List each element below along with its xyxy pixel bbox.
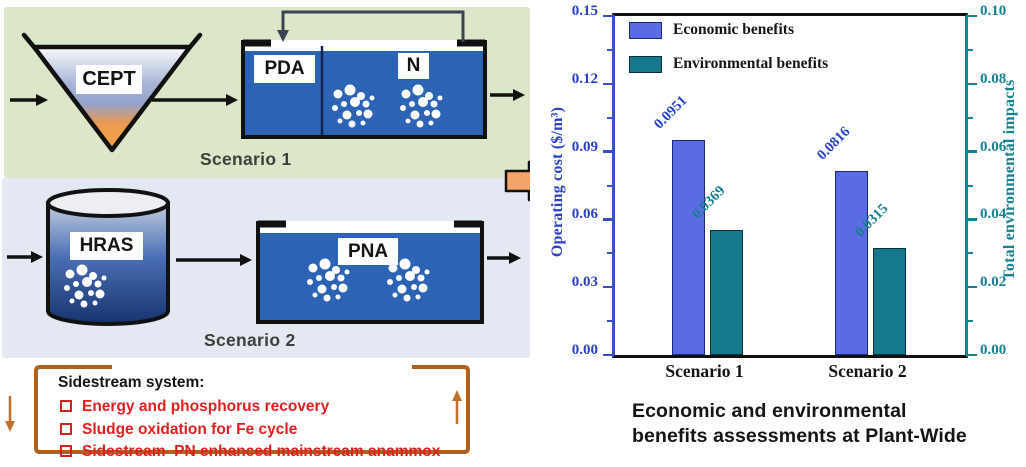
right-axis-tick-label: 0.04 [980, 206, 1007, 223]
sidestream-bracket [34, 365, 470, 454]
right-axis-major-tick [968, 353, 977, 357]
left-axis-minor-tick [607, 48, 612, 51]
left-axis-tick-label: 0.12 [571, 70, 598, 87]
bar-environmental-benefits [873, 248, 906, 355]
flow-arrows-scenario1 [10, 89, 525, 106]
left-axis-major-tick [603, 14, 612, 18]
legend-entry-environmental: Environmental benefits [629, 55, 828, 73]
x-category-label: Scenario 1 [665, 361, 744, 381]
right-axis-minor-tick [968, 252, 973, 255]
right-axis-major-tick [968, 150, 977, 153]
bar-value-label: 0.0951 [650, 92, 691, 133]
sidestream-item: Sidestream PN enhanced mainstream anammo… [58, 442, 460, 461]
left-axis-tick-label: 0.00 [571, 342, 598, 358]
bar-value-label: 0.0816 [813, 123, 854, 163]
cept-rim-right [187, 32, 203, 50]
right-axis-major-tick [968, 14, 977, 18]
scenario1-label: Scenario 1 [200, 149, 292, 169]
square-bullet-icon [60, 445, 72, 457]
hras-label: HRAS [70, 232, 143, 260]
left-axis-major-tick [603, 353, 612, 357]
left-axis-minor-tick [607, 184, 612, 187]
pna-tank [256, 220, 484, 324]
sidestream-title: Sidestream system: [58, 374, 205, 391]
right-axis-minor-tick [968, 184, 973, 187]
left-axis-major-tick [603, 218, 612, 221]
right-axis-tick-label: 0.08 [980, 70, 1007, 87]
plot-area: Economic benefits Environmental benefits… [603, 13, 977, 358]
square-bullet-icon [60, 422, 72, 435]
sidestream-item-text: Energy and phosphorus recovery [82, 398, 330, 415]
legend-label-environmental: Environmental benefits [673, 55, 829, 72]
left-axis-tick-label: 0.06 [571, 206, 598, 223]
legend-swatch-environmental-icon [629, 55, 662, 73]
bar-environmental-benefits [710, 229, 743, 355]
sidestream-item-text: Sidestream PN enhanced mainstream anammo… [82, 443, 441, 460]
left-axis-major-tick [603, 150, 612, 153]
left-axis-major-tick [603, 285, 612, 289]
n-compartment-label: N [398, 53, 429, 79]
pda-compartment-label: PDA [254, 55, 315, 83]
pna-label: PNA [338, 238, 398, 265]
left-axis-title: Operating cost ($/m³) [549, 106, 566, 258]
right-axis-tick-label: 0.02 [980, 274, 1007, 291]
sidestream-item: Sludge oxidation for Fe cycle [58, 420, 460, 439]
legend-swatch-economic-icon [629, 21, 662, 39]
right-axis-tick-label: 0.00 [980, 342, 1007, 358]
right-axis-major-tick [968, 218, 977, 221]
left-axis-minor-tick [607, 116, 612, 119]
right-axis-major-tick [968, 285, 977, 289]
cept-rim-left [21, 32, 37, 50]
sidestream-up-arrow-icon [452, 390, 462, 424]
chart-caption: Economic and environmental benefits asse… [632, 400, 967, 447]
sidestream-item-text: Sludge oxidation for Fe cycle [82, 420, 298, 438]
benefits-chart: Economic benefits Environmental benefits… [530, 0, 1026, 467]
sidestream-system-box: Sidestream system: Energy and phosphorus… [58, 374, 460, 465]
bar-economic-benefits [835, 170, 868, 355]
right-axis-tick-label: 0.06 [980, 138, 1007, 155]
sidestream-item: Energy and phosphorus recovery [58, 397, 460, 416]
sidestream-down-arrow-icon [5, 396, 15, 432]
recycle-line [277, 10, 465, 42]
right-axis-minor-tick [968, 116, 973, 119]
scenario2-label: Scenario 2 [204, 330, 296, 350]
left-axis-minor-tick [607, 252, 612, 255]
bar-economic-benefits [672, 140, 705, 355]
left-axis-major-tick [603, 82, 612, 86]
sidestream-items: Energy and phosphorus recovery Sludge oxi… [58, 397, 460, 461]
left-axis-tick-label: 0.09 [571, 138, 598, 155]
right-axis-major-tick [968, 82, 977, 86]
square-bullet-icon [60, 400, 72, 412]
cept-label: CEPT [76, 65, 142, 94]
left-axis-tick-label: 0.15 [571, 3, 598, 19]
legend-label-economic: Economic benefits [673, 21, 794, 38]
cept-clarifier-shape [31, 44, 193, 153]
left-axis-minor-tick [607, 320, 612, 323]
flow-arrows-scenario2 [7, 251, 521, 266]
right-axis-title: Total environmental impacts [1001, 79, 1018, 281]
right-axis-minor-tick [968, 320, 973, 323]
x-category-label: Scenario 2 [828, 361, 907, 381]
legend-entry-economic: Economic benefits [629, 21, 794, 39]
right-axis-minor-tick [968, 48, 973, 51]
right-axis-tick-label: 0.10 [980, 3, 1007, 19]
to-chart-arrow-icon [504, 160, 530, 202]
left-axis-tick-label: 0.03 [571, 274, 598, 291]
